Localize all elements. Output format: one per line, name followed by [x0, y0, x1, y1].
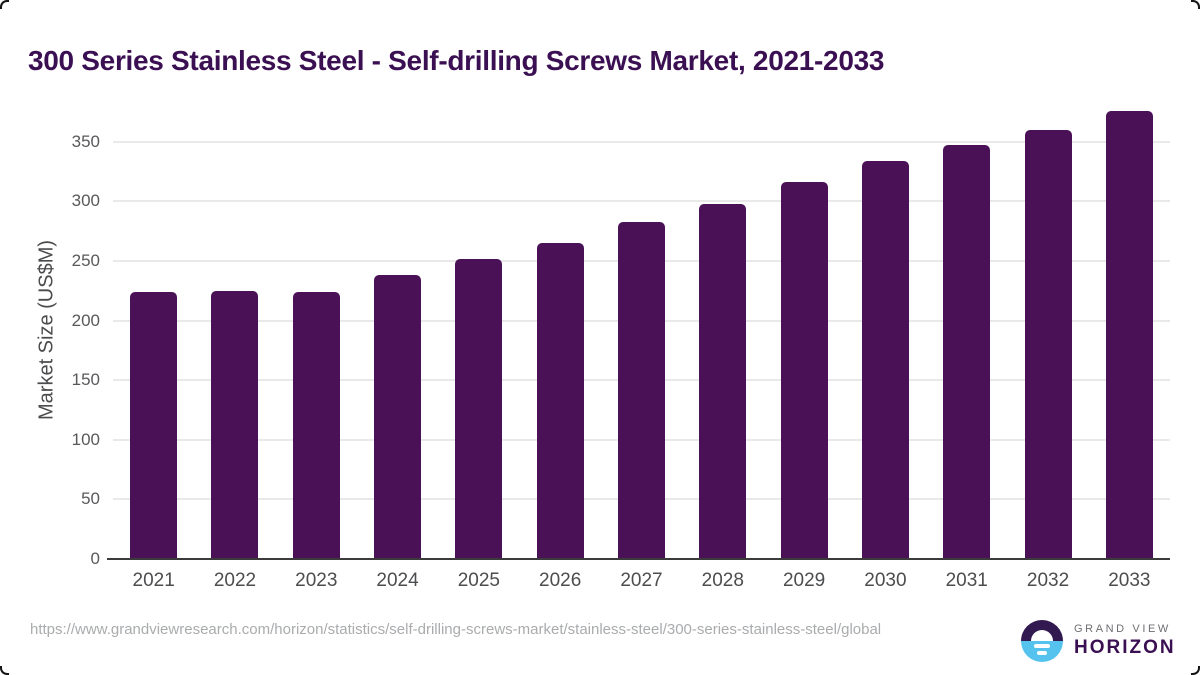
bar-2033	[1105, 110, 1153, 559]
y-tick-label-100: 100	[71, 429, 100, 449]
gridline-300	[113, 200, 1170, 203]
bar-2026	[536, 243, 584, 559]
x-tick-label-2031: 2031	[945, 570, 988, 591]
x-tick-label-2021: 2021	[132, 570, 175, 591]
border-corner-bottom-left	[0, 666, 9, 675]
x-tick-label-2029: 2029	[782, 570, 826, 591]
grand-view-horizon-logo: GRAND VIEW HORIZON	[1021, 620, 1176, 662]
logo-wordmark: GRAND VIEW HORIZON	[1074, 623, 1176, 659]
bar-2030	[861, 160, 909, 559]
x-tick-label-2024: 2024	[376, 570, 419, 591]
y-tick-label-300: 300	[71, 191, 100, 211]
bar-2029	[780, 182, 828, 559]
bar-2024	[374, 275, 422, 559]
x-tick-label-2023: 2023	[295, 570, 338, 591]
gridline-350	[113, 140, 1170, 143]
border-corner-top-left	[0, 0, 9, 9]
y-tick-label-0: 0	[90, 549, 100, 568]
logo-text-horizon: HORIZON	[1074, 637, 1176, 658]
x-tick-label-2026: 2026	[539, 570, 582, 591]
bar-2023	[292, 291, 340, 559]
x-tick-label-2022: 2022	[213, 570, 257, 591]
bar-2031	[943, 145, 991, 559]
bar-2022	[211, 290, 259, 559]
logo-sun-dome	[1031, 630, 1053, 641]
x-axis-line	[107, 558, 1170, 560]
source-url: https://www.grandviewresearch.com/horizo…	[30, 621, 882, 638]
border-corner-bottom-right	[1191, 666, 1200, 675]
x-tick-label-2030: 2030	[864, 570, 907, 591]
y-tick-label-50: 50	[81, 489, 100, 509]
page-title: 300 Series Stainless Steel - Self-drilli…	[28, 44, 885, 76]
horizon-sun-icon	[1021, 620, 1063, 662]
border-corner-top-right	[1191, 0, 1200, 9]
y-tick-label-150: 150	[71, 370, 100, 390]
x-tick-label-2028: 2028	[701, 570, 744, 591]
bar-2021	[130, 291, 178, 559]
y-tick-label-350: 350	[71, 131, 100, 151]
y-tick-label-250: 250	[71, 250, 100, 270]
bar-2025	[455, 258, 503, 559]
y-tick-label-200: 200	[71, 310, 100, 330]
logo-reflection-line	[1034, 644, 1050, 648]
bar-2027	[618, 221, 665, 559]
x-tick-label-2033: 2033	[1108, 570, 1151, 591]
x-tick-label-2027: 2027	[620, 570, 663, 591]
bar-2028	[699, 203, 747, 559]
x-tick-label-2025: 2025	[457, 570, 501, 591]
bar-2032	[1024, 129, 1072, 559]
logo-text-grand-view: GRAND VIEW	[1074, 623, 1171, 635]
x-tick-label-2032: 2032	[1026, 570, 1070, 591]
logo-reflection-line	[1037, 651, 1047, 655]
